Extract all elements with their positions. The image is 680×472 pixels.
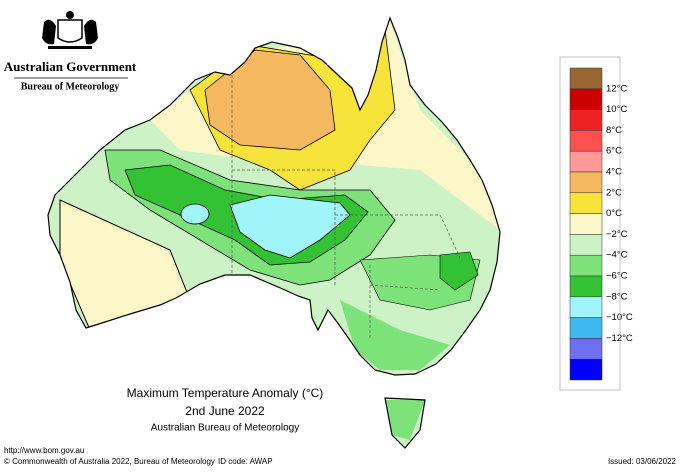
government-name: Australian Government bbox=[4, 59, 137, 74]
legend-swatch bbox=[569, 296, 603, 318]
legend-swatch bbox=[569, 234, 603, 256]
legend-frame bbox=[559, 56, 621, 391]
footer-copyright: © Commonwealth of Australia 2022, Bureau… bbox=[4, 457, 215, 466]
legend-label: −8°C bbox=[606, 291, 628, 302]
legend-swatch bbox=[569, 150, 603, 173]
map-date: 2nd June 2022 bbox=[185, 404, 265, 418]
legend-label: −4°C bbox=[606, 250, 628, 261]
footer-id: ID code: AWAP bbox=[218, 457, 273, 466]
legend-swatch bbox=[569, 88, 603, 110]
legend-label: −12°C bbox=[606, 333, 633, 344]
legend-label: 2°C bbox=[606, 187, 622, 198]
legend-label: 0°C bbox=[606, 208, 622, 219]
legend-swatch bbox=[569, 171, 603, 194]
crest bbox=[42, 11, 98, 49]
legend-label: −10°C bbox=[606, 312, 633, 323]
map-source: Australian Bureau of Meteorology bbox=[151, 423, 299, 434]
legend-swatch bbox=[569, 275, 603, 298]
legend-label: −6°C bbox=[606, 271, 628, 282]
legend-label: 12°C bbox=[606, 83, 627, 94]
legend-label: 10°C bbox=[606, 104, 627, 115]
legend-swatch bbox=[569, 213, 603, 235]
legend-swatch bbox=[569, 358, 603, 381]
legend-swatch bbox=[569, 109, 603, 131]
footer-issued: Issued: 03/06/2022 bbox=[608, 457, 677, 466]
legend-swatch bbox=[569, 317, 603, 339]
legend-swatch bbox=[569, 67, 603, 90]
state-borders bbox=[231, 75, 461, 340]
map-title: Maximum Temperature Anomaly (°C) bbox=[127, 386, 324, 400]
legend-label: −2°C bbox=[606, 229, 628, 240]
footer-url: http://www.bom.gov.au bbox=[4, 446, 84, 455]
bureau-name: Bureau of Meteorology bbox=[21, 81, 120, 92]
legend: 12°C 10°C 8°C 6°C 4°C 2°C 0°C −2°C −4°C −6°C −8°C −… bbox=[559, 56, 633, 391]
legend-swatch bbox=[569, 130, 603, 152]
legend-swatch bbox=[569, 192, 603, 214]
legend-swatch bbox=[569, 254, 603, 277]
legend-label: 8°C bbox=[606, 125, 622, 136]
legend-swatch bbox=[569, 338, 603, 360]
legend-label: 6°C bbox=[606, 146, 622, 157]
legend-label: 4°C bbox=[606, 167, 622, 178]
tasmania-coast bbox=[384, 397, 426, 449]
